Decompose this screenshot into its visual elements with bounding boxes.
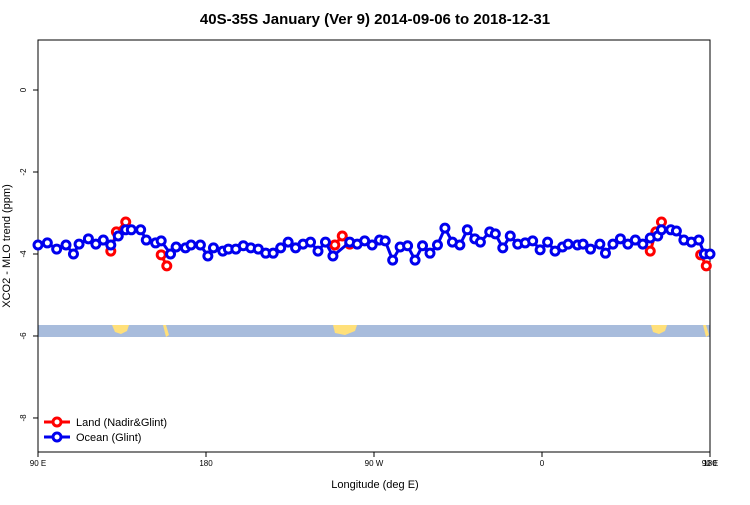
legend-marker <box>51 431 63 443</box>
point <box>207 242 219 254</box>
point <box>402 240 414 252</box>
y-tick-label: -2 <box>19 168 28 176</box>
point <box>67 248 79 260</box>
point <box>577 238 589 250</box>
x-tick-label: 180 <box>703 459 717 468</box>
point <box>165 248 177 260</box>
point <box>585 243 597 255</box>
point <box>97 234 109 246</box>
point <box>155 235 167 247</box>
point <box>474 236 486 248</box>
point <box>700 260 712 272</box>
point <box>461 224 473 236</box>
point <box>704 248 716 260</box>
point <box>489 228 501 240</box>
x-tick-label: 90 W <box>365 459 384 468</box>
point <box>693 234 705 246</box>
point <box>454 239 466 251</box>
point <box>431 239 443 251</box>
point <box>51 243 63 255</box>
x-tick-label: 90 E <box>30 459 46 468</box>
x-axis-label: Longitude (deg E) <box>331 479 418 491</box>
point <box>614 233 626 245</box>
map-strip <box>38 325 710 337</box>
point <box>275 242 287 254</box>
point <box>366 239 378 251</box>
point <box>161 260 173 272</box>
point <box>599 247 611 259</box>
point <box>644 245 656 257</box>
point <box>387 254 399 266</box>
point <box>329 239 341 251</box>
point <box>140 234 152 246</box>
y-axis-label: XCO2 - MLO trend (ppm) <box>1 184 13 307</box>
point <box>282 236 294 248</box>
point <box>534 244 546 256</box>
point <box>637 238 649 250</box>
point <box>527 235 539 247</box>
x-tick-label: 0 <box>540 459 545 468</box>
point <box>409 254 421 266</box>
point <box>82 233 94 245</box>
point <box>305 236 317 248</box>
point <box>170 241 182 253</box>
point <box>155 249 167 261</box>
point <box>594 238 606 250</box>
legend-label: Land (Nadir&Glint) <box>76 417 167 429</box>
point <box>312 245 324 257</box>
point <box>424 247 436 259</box>
point <box>60 239 72 251</box>
point <box>670 225 682 237</box>
point <box>497 242 509 254</box>
point <box>112 230 124 242</box>
point <box>607 238 619 250</box>
x-tick-label: 90 E <box>702 459 718 468</box>
point <box>319 236 331 248</box>
point <box>125 224 137 236</box>
point <box>202 250 214 262</box>
point <box>41 237 53 249</box>
point <box>194 239 206 251</box>
y-tick-label: -4 <box>19 250 28 258</box>
point <box>504 230 516 242</box>
y-tick-label: 0 <box>19 87 28 92</box>
point <box>336 230 348 242</box>
chart-title: 40S-35S January (Ver 9) 2014-09-06 to 20… <box>200 11 550 28</box>
point <box>185 239 197 251</box>
legend-label: Ocean (Glint) <box>76 432 141 444</box>
y-tick-label: -6 <box>19 332 28 340</box>
point <box>135 224 147 236</box>
point <box>32 239 44 251</box>
point <box>417 240 429 252</box>
point <box>105 239 117 251</box>
point <box>562 238 574 250</box>
point <box>327 250 339 262</box>
legend-marker <box>51 416 63 428</box>
point <box>655 224 667 236</box>
point <box>73 238 85 250</box>
point <box>379 235 391 247</box>
x-tick-label: 180 <box>199 459 213 468</box>
point <box>439 222 451 234</box>
point <box>542 236 554 248</box>
y-tick-label: -8 <box>19 414 28 422</box>
point <box>267 247 279 259</box>
